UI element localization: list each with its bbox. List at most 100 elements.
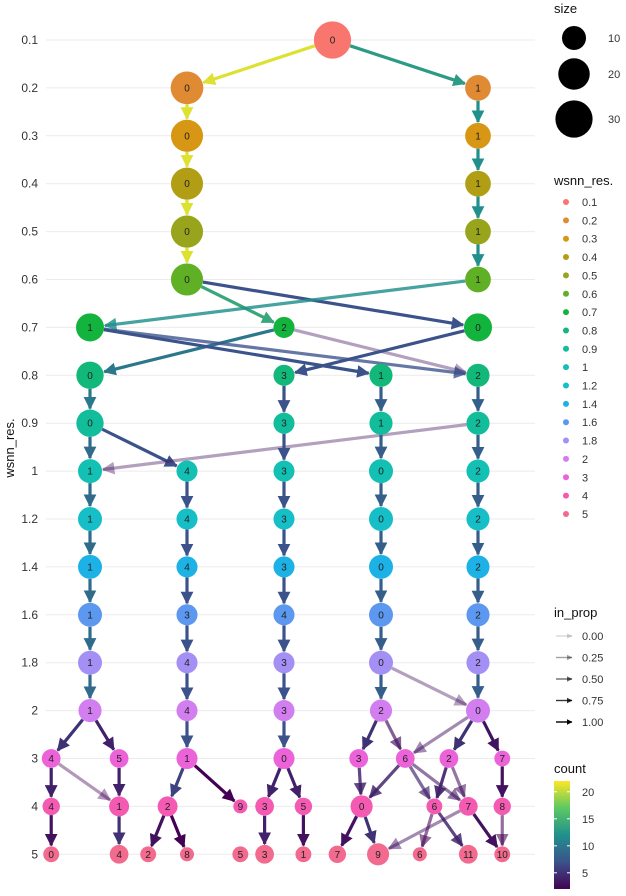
cluster-node: 3 <box>273 412 295 434</box>
legend-res-label: 0.5 <box>582 270 597 282</box>
cluster-node-circle <box>295 846 312 863</box>
cluster-node-circle <box>368 506 394 532</box>
legend-size-label: 10 <box>608 33 620 45</box>
cluster-node-label: 4 <box>48 802 54 813</box>
cluster-node: 3 <box>273 700 295 722</box>
cluster-node-circle <box>369 411 393 435</box>
cluster-node-circle <box>368 459 394 484</box>
legend-res-swatch <box>563 492 569 499</box>
cluster-node-circle <box>273 700 295 722</box>
cluster-node-label: 0 <box>87 371 93 382</box>
legend-res-swatch <box>563 309 569 316</box>
cluster-node-label: 5 <box>116 754 122 765</box>
legend-res-swatch <box>563 455 569 462</box>
legend-res-label: 1.8 <box>582 436 597 448</box>
cluster-node-circle <box>76 409 104 437</box>
legend-res-label: 1.2 <box>582 381 597 393</box>
cluster-node-circle <box>369 699 393 722</box>
cluster-node-circle <box>466 459 490 483</box>
cluster-node-label: 1 <box>87 467 93 478</box>
cluster-node-label: 2 <box>475 562 481 573</box>
cluster-node: 0 <box>170 119 204 152</box>
cluster-node-label: 3 <box>184 610 190 621</box>
cluster-node: 3 <box>349 749 369 768</box>
legend-size-label: 20 <box>608 69 620 81</box>
edge-arrow <box>340 815 359 847</box>
cluster-node-circle <box>350 795 373 818</box>
cluster-node-circle <box>176 604 198 626</box>
legend-count-colorbar <box>554 781 570 889</box>
cluster-node: 9 <box>367 843 390 866</box>
cluster-node-label: 0 <box>184 227 190 238</box>
y-tick-label: 1.6 <box>21 608 38 622</box>
edge-arrow <box>361 719 378 751</box>
cluster-node-label: 6 <box>432 802 438 813</box>
cluster-node-label: 1 <box>116 802 122 813</box>
cluster-node: 2 <box>140 846 157 863</box>
edge-arrow <box>472 813 499 849</box>
cluster-node: 0 <box>43 846 60 863</box>
cluster-node: 2 <box>466 459 490 483</box>
y-tick-label: 0.6 <box>21 273 38 287</box>
legend-res-swatch <box>563 235 569 242</box>
cluster-node-circle <box>170 263 204 296</box>
cluster-node-label: 0 <box>184 275 190 286</box>
cluster-node: 0 <box>368 602 394 627</box>
cluster-node: 1 <box>369 411 393 435</box>
cluster-node: 3 <box>273 652 295 674</box>
y-tick-label: 4 <box>31 799 38 813</box>
cluster-node: 1 <box>77 650 103 675</box>
edge-arrow <box>286 767 302 799</box>
cluster-node-circle <box>76 361 104 389</box>
edge-arrow <box>200 285 275 324</box>
cluster-node-label: 5 <box>238 850 244 861</box>
edge-arrow <box>391 666 468 707</box>
cluster-node: 1 <box>77 602 103 627</box>
cluster-node-label: 1 <box>475 83 481 94</box>
edge-arrow <box>169 815 186 849</box>
cluster-node-circle <box>255 844 274 864</box>
cluster-node-circle <box>77 602 103 627</box>
cluster-node-label: 9 <box>238 802 244 813</box>
edge-arrow <box>202 280 465 330</box>
edge-arrow <box>452 720 474 751</box>
cluster-node-label: 7 <box>499 754 505 765</box>
cluster-node-circle <box>109 749 129 768</box>
cluster-node: 1 <box>465 218 491 245</box>
edge-arrow <box>481 720 500 752</box>
legend-res-label: 1.4 <box>582 399 597 411</box>
cluster-node-label: 3 <box>281 562 287 573</box>
legend-size-title: size <box>554 1 577 16</box>
cluster-node-label: 1 <box>475 131 481 142</box>
legend-count-label: 10 <box>582 841 594 853</box>
cluster-node: 0 <box>368 554 394 579</box>
cluster-node-label: 2 <box>475 419 481 430</box>
cluster-node: 11 <box>458 844 478 864</box>
cluster-node-label: 3 <box>281 706 287 717</box>
cluster-node-circle <box>494 846 511 863</box>
cluster-node-label: 1 <box>87 658 93 669</box>
edge-arrow <box>266 767 282 798</box>
cluster-node-label: 0 <box>330 36 336 47</box>
cluster-node-label: 2 <box>475 610 481 621</box>
cluster-node-label: 0 <box>184 179 190 190</box>
legend-res-swatch <box>563 419 569 426</box>
cluster-node: 6 <box>426 798 443 815</box>
cluster-node-circle <box>466 411 490 435</box>
cluster-node: 4 <box>176 700 198 722</box>
edge-arrow <box>450 766 467 798</box>
cluster-node: 0 <box>368 506 394 532</box>
cluster-node: 1 <box>369 363 393 387</box>
edge-arrow <box>408 765 432 800</box>
y-tick-label: 0.1 <box>21 33 38 47</box>
cluster-node-label: 1 <box>475 227 481 238</box>
cluster-node: 1 <box>465 122 491 149</box>
cluster-node-circle <box>458 844 478 864</box>
cluster-node-label: 1 <box>475 275 481 286</box>
cluster-node: 2 <box>466 555 490 579</box>
legend-res-label: 0.3 <box>582 234 597 246</box>
edge-arrow <box>411 762 462 802</box>
legends: size 10 20 30 wsnn_res. 0.1 0.2 0.3 0.4 0.5 0.6 0.7… <box>553 1 620 889</box>
cluster-node: 8 <box>179 847 195 862</box>
cluster-node-circle <box>465 266 491 293</box>
